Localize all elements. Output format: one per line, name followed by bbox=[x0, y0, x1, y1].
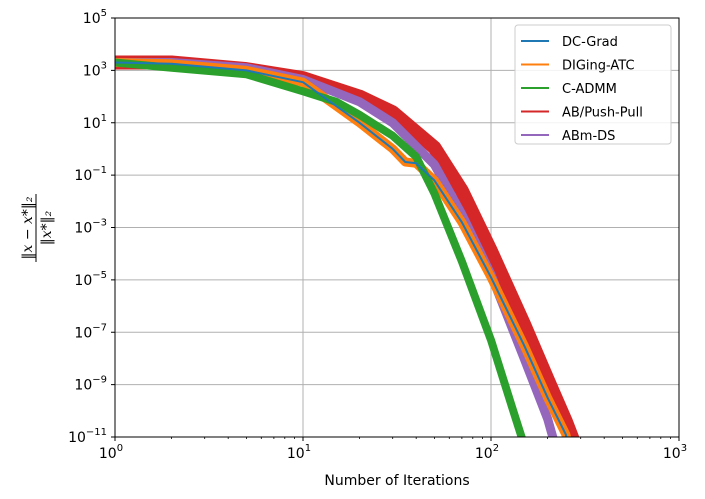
x-tick-base: 10 bbox=[663, 446, 681, 462]
series-layer bbox=[115, 55, 580, 437]
y-tick-exponent: −5 bbox=[92, 270, 107, 281]
grid-lines bbox=[114, 17, 680, 438]
y-tick-base: 10 bbox=[83, 63, 101, 79]
y-tick-base: 10 bbox=[74, 273, 92, 289]
legend-label: ABm-DS bbox=[562, 129, 615, 144]
x-axis-label: Number of Iterations bbox=[324, 473, 469, 489]
y-tick-exponent: −11 bbox=[86, 427, 107, 438]
legend-label: AB/Push-Pull bbox=[562, 106, 643, 121]
x-tick-label: 101 bbox=[287, 443, 311, 462]
y-tick-label: 10−3 bbox=[74, 218, 107, 237]
legend: DC-Grad DIGing-ATC C-ADMM AB/Push-Pull ABm-D… bbox=[514, 24, 672, 145]
x-tick-label: 102 bbox=[475, 443, 499, 462]
legend-label: DC-Grad bbox=[562, 35, 618, 50]
y-tick-label: 105 bbox=[83, 8, 107, 27]
legend-label: DIGing-ATC bbox=[562, 59, 635, 74]
y-tick-exponent: 1 bbox=[101, 113, 107, 124]
x-tick-exponent: 3 bbox=[681, 443, 687, 454]
y-tick-label: 10−1 bbox=[74, 165, 107, 184]
x-tick-base: 10 bbox=[99, 446, 117, 462]
y-tick-exponent: −9 bbox=[92, 375, 107, 386]
series-line-c-admm bbox=[115, 58, 526, 437]
y-tick-exponent: −7 bbox=[92, 322, 107, 333]
y-tick-base: 10 bbox=[74, 378, 92, 394]
x-tick-base: 10 bbox=[287, 446, 305, 462]
y-tick-base: 10 bbox=[74, 325, 92, 341]
y-tick-label: 10−5 bbox=[74, 270, 107, 289]
y-tick-exponent: −3 bbox=[92, 218, 107, 229]
y-axis-label-numerator: ‖x − x*‖₂ bbox=[20, 196, 36, 259]
y-tick-label: 103 bbox=[83, 60, 107, 79]
y-tick-base: 10 bbox=[68, 430, 86, 446]
y-tick-base: 10 bbox=[83, 116, 101, 132]
y-axis-label: ‖x − x*‖₂ ‖x*‖₂ bbox=[20, 194, 55, 262]
y-axis-label-denominator: ‖x*‖₂ bbox=[39, 210, 55, 245]
axis-ticks bbox=[111, 17, 680, 441]
legend-label: C-ADMM bbox=[562, 82, 617, 97]
y-tick-exponent: −1 bbox=[92, 165, 107, 176]
y-tick-exponent: 3 bbox=[101, 60, 107, 71]
legend-frame bbox=[514, 24, 672, 145]
y-tick-exponent: 5 bbox=[101, 8, 107, 19]
y-tick-label: 10−11 bbox=[68, 427, 107, 446]
x-tick-label: 100 bbox=[99, 443, 123, 462]
x-tick-base: 10 bbox=[475, 446, 493, 462]
x-tick-exponent: 0 bbox=[117, 443, 123, 454]
y-tick-label: 101 bbox=[83, 113, 107, 132]
y-tick-label: 10−9 bbox=[74, 375, 107, 394]
series-line-dc-grad bbox=[115, 61, 568, 437]
x-tick-labels: 100 101 102 103 bbox=[99, 443, 687, 462]
y-tick-base: 10 bbox=[83, 11, 101, 27]
x-tick-label: 103 bbox=[663, 443, 687, 462]
x-tick-exponent: 2 bbox=[493, 443, 499, 454]
y-tick-label: 10−7 bbox=[74, 322, 107, 341]
y-tick-base: 10 bbox=[74, 221, 92, 237]
x-tick-exponent: 1 bbox=[305, 443, 311, 454]
y-tick-base: 10 bbox=[74, 168, 92, 184]
